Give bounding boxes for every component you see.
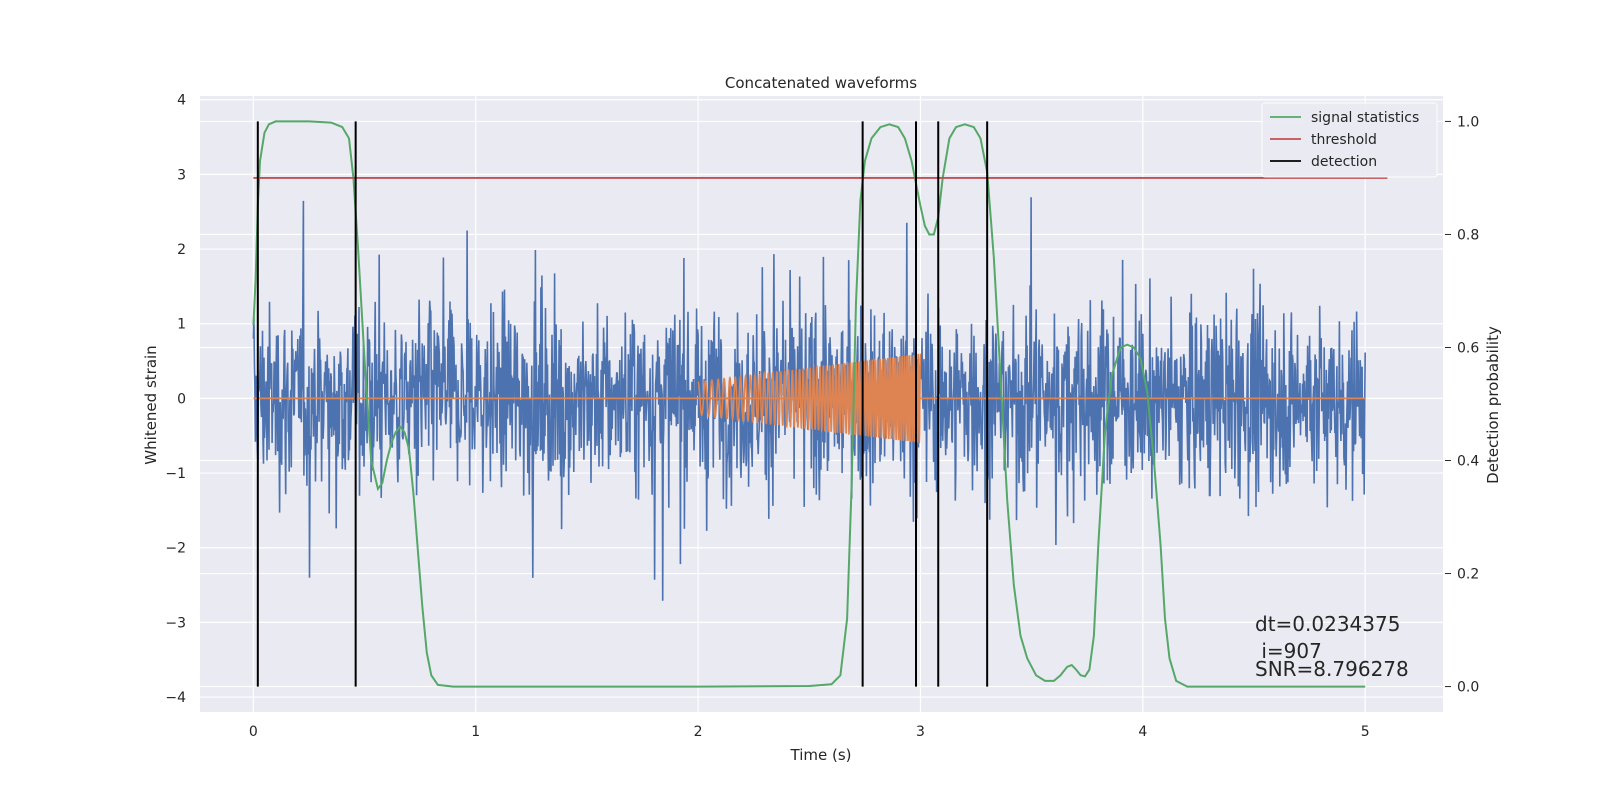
chirp-trace bbox=[697, 353, 922, 444]
tick-labels: 0 1 2 3 4 5 −4 −3 −2 −1 0 1 2 3 4 0.0 0.2 0.4 0.6 0.8 1.0 bbox=[165, 93, 1479, 740]
y-tick-label-right: 0.4 bbox=[1457, 454, 1479, 470]
annotation-snr: SNR=8.796278 bbox=[1255, 657, 1409, 681]
annotation-dt: dt=0.0234375 bbox=[1255, 612, 1400, 636]
legend-box bbox=[1261, 102, 1438, 178]
y-tick-label-left: −2 bbox=[165, 541, 186, 557]
y-tick-label-left: −4 bbox=[165, 690, 186, 706]
y-tick-label-left: 3 bbox=[177, 167, 186, 183]
stats-annotation: dt=0.0234375 i=907 SNR=8.796278 bbox=[1255, 612, 1409, 681]
noise-trace bbox=[252, 197, 1366, 601]
x-tick-label: 5 bbox=[1361, 724, 1370, 740]
y-tick-label-left: 2 bbox=[177, 242, 186, 258]
y-axis-label-right: Detection probability bbox=[1484, 326, 1502, 484]
x-axis-label: Time (s) bbox=[790, 746, 852, 764]
x-tick-label: 1 bbox=[471, 724, 480, 740]
legend: signal statistics threshold detection bbox=[1261, 102, 1438, 178]
y-tick-label-left: 1 bbox=[177, 317, 186, 333]
legend-label-threshold: threshold bbox=[1311, 132, 1377, 148]
probability-series bbox=[252, 120, 1388, 688]
annotation-index: i=907 bbox=[1255, 639, 1322, 663]
x-tick-label: 2 bbox=[694, 724, 703, 740]
y-tick-label-right: 1.0 bbox=[1457, 114, 1479, 130]
y-tick-label-right: 0.8 bbox=[1457, 227, 1479, 243]
y-tick-label-right: 0.0 bbox=[1457, 680, 1479, 696]
signal-statistics-line bbox=[252, 120, 1366, 688]
chirp-series bbox=[253, 353, 1366, 444]
y-tick-label-left: 4 bbox=[177, 93, 186, 109]
x-tick-label: 3 bbox=[916, 724, 925, 740]
plot-area bbox=[252, 120, 1388, 688]
x-tick-label: 0 bbox=[249, 724, 258, 740]
y-tick-label-left: 0 bbox=[177, 391, 186, 407]
y-axis-label-left: Whitened strain bbox=[142, 345, 160, 464]
y-tick-label-right: 0.2 bbox=[1457, 567, 1479, 583]
y-tick-label-left: −1 bbox=[165, 466, 186, 482]
noise-series bbox=[252, 197, 1366, 601]
chart-title: Concatenated waveforms bbox=[725, 74, 917, 92]
y-tick-label-left: −3 bbox=[165, 615, 186, 631]
legend-label-signal-statistics: signal statistics bbox=[1311, 110, 1419, 126]
legend-label-detection: detection bbox=[1311, 154, 1377, 170]
x-tick-label: 4 bbox=[1138, 724, 1147, 740]
y-tick-label-right: 0.6 bbox=[1457, 340, 1479, 356]
